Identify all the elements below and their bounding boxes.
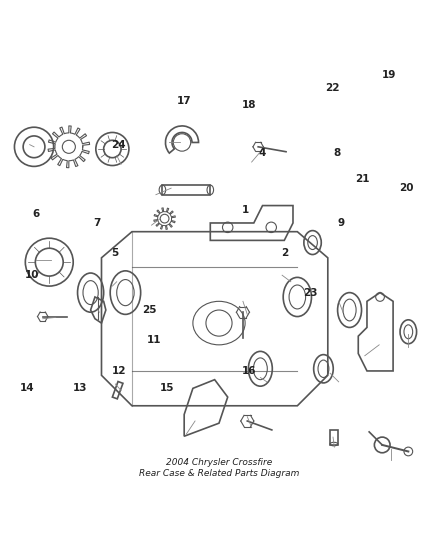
Text: 2: 2 <box>281 248 288 259</box>
Text: 1: 1 <box>241 205 249 215</box>
Text: 13: 13 <box>72 383 87 393</box>
Text: 4: 4 <box>259 148 266 158</box>
Text: 15: 15 <box>159 383 174 393</box>
Text: 25: 25 <box>142 305 157 315</box>
Text: 22: 22 <box>325 83 339 93</box>
Text: 21: 21 <box>355 174 370 184</box>
Text: 17: 17 <box>177 96 191 106</box>
Text: 8: 8 <box>333 148 340 158</box>
Text: 6: 6 <box>32 209 40 219</box>
Text: 10: 10 <box>25 270 39 280</box>
Text: 12: 12 <box>112 366 126 376</box>
Text: 2004 Chrysler Crossfire
Rear Case & Related Parts Diagram: 2004 Chrysler Crossfire Rear Case & Rela… <box>139 458 299 478</box>
Bar <box>330 430 338 445</box>
Text: 19: 19 <box>381 70 396 80</box>
Text: 11: 11 <box>146 335 161 345</box>
Text: 24: 24 <box>112 140 126 150</box>
Text: 5: 5 <box>111 248 118 259</box>
Text: 23: 23 <box>303 288 318 297</box>
Text: 20: 20 <box>399 183 413 193</box>
Text: 14: 14 <box>20 383 35 393</box>
Text: 9: 9 <box>337 218 344 228</box>
Text: 7: 7 <box>93 218 101 228</box>
Bar <box>113 382 123 399</box>
Text: 16: 16 <box>242 366 257 376</box>
Text: 18: 18 <box>242 100 257 110</box>
Bar <box>162 185 210 195</box>
